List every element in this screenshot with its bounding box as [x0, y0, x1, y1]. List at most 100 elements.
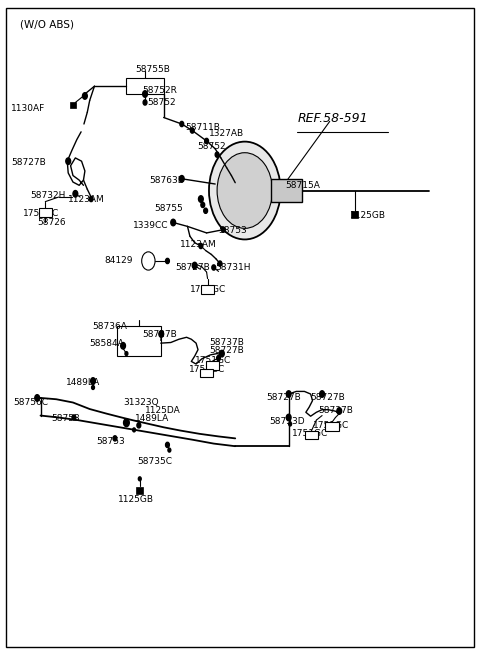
Text: 58755: 58755	[154, 204, 183, 213]
Text: 1125GB: 1125GB	[350, 211, 386, 220]
Circle shape	[192, 262, 197, 269]
Circle shape	[123, 419, 129, 426]
Text: (W/O ABS): (W/O ABS)	[21, 19, 74, 29]
Text: 58752: 58752	[147, 98, 176, 107]
Text: 58763B: 58763B	[149, 176, 184, 185]
Circle shape	[286, 391, 291, 398]
Circle shape	[143, 91, 147, 97]
Circle shape	[212, 265, 216, 270]
Text: 58727B: 58727B	[176, 263, 210, 272]
Circle shape	[137, 422, 141, 428]
Text: 1130AF: 1130AF	[11, 104, 45, 113]
Text: 58737B: 58737B	[209, 338, 244, 347]
Bar	[206, 361, 219, 369]
Bar	[351, 212, 358, 218]
Circle shape	[166, 258, 169, 263]
Circle shape	[191, 128, 194, 133]
Text: 58753: 58753	[218, 227, 247, 235]
Bar	[117, 326, 161, 356]
Bar	[201, 286, 214, 294]
Bar	[126, 79, 164, 94]
Circle shape	[180, 176, 184, 182]
Text: 58715A: 58715A	[285, 181, 320, 190]
Text: 58727B: 58727B	[142, 329, 177, 339]
Circle shape	[180, 121, 184, 126]
Text: 58735C: 58735C	[137, 457, 172, 466]
Text: 58584A: 58584A	[90, 339, 124, 348]
Text: 1751GC: 1751GC	[195, 356, 231, 365]
Text: 58736A: 58736A	[92, 322, 127, 331]
Text: 1751GC: 1751GC	[23, 209, 59, 218]
Text: 31323Q: 31323Q	[123, 398, 159, 407]
Text: 58727B: 58727B	[209, 346, 244, 356]
Circle shape	[218, 261, 222, 266]
Circle shape	[217, 153, 273, 229]
Circle shape	[171, 219, 176, 226]
Text: 1751GC: 1751GC	[312, 421, 349, 430]
Circle shape	[221, 227, 225, 233]
Text: 84129: 84129	[104, 257, 132, 265]
Text: 1123AM: 1123AM	[68, 195, 105, 204]
Circle shape	[159, 331, 164, 337]
Circle shape	[125, 352, 128, 356]
Text: 1751GC: 1751GC	[189, 365, 225, 374]
Text: 58755B: 58755B	[135, 66, 170, 75]
Circle shape	[113, 436, 117, 441]
Circle shape	[120, 343, 125, 349]
Bar	[200, 369, 213, 377]
Circle shape	[288, 422, 291, 426]
Circle shape	[286, 414, 291, 421]
Circle shape	[204, 208, 207, 214]
Text: 1751GC: 1751GC	[291, 429, 328, 438]
Text: REF.58-591: REF.58-591	[297, 112, 368, 125]
Circle shape	[138, 477, 141, 481]
Circle shape	[91, 378, 96, 384]
Circle shape	[143, 100, 147, 105]
Text: 58726: 58726	[37, 218, 66, 227]
Circle shape	[204, 138, 208, 143]
Text: 58752R: 58752R	[142, 86, 177, 95]
Circle shape	[201, 202, 204, 208]
Circle shape	[168, 448, 171, 452]
Circle shape	[66, 158, 71, 164]
Bar	[38, 208, 52, 217]
Circle shape	[89, 196, 93, 202]
Text: 58753: 58753	[51, 415, 80, 423]
Text: 1489LA: 1489LA	[66, 379, 100, 388]
Text: 58711B: 58711B	[185, 123, 220, 132]
Circle shape	[337, 407, 342, 414]
Text: 58727B: 58727B	[266, 393, 301, 402]
Circle shape	[219, 350, 224, 357]
Text: 58737B: 58737B	[319, 406, 354, 415]
Text: 58756C: 58756C	[13, 398, 48, 407]
Circle shape	[216, 356, 220, 361]
Circle shape	[215, 152, 219, 157]
Circle shape	[199, 196, 203, 202]
Circle shape	[73, 191, 78, 197]
Circle shape	[92, 386, 95, 390]
Text: 1123AM: 1123AM	[180, 240, 217, 249]
Circle shape	[72, 415, 76, 420]
Bar	[271, 179, 302, 202]
Text: 58752: 58752	[197, 141, 226, 151]
Bar	[136, 487, 143, 494]
Text: 1125GB: 1125GB	[118, 495, 154, 504]
Text: 1327AB: 1327AB	[209, 128, 244, 138]
Text: 58753D: 58753D	[270, 417, 305, 426]
Bar	[70, 102, 76, 108]
Bar	[305, 431, 318, 440]
Circle shape	[83, 93, 87, 99]
Circle shape	[320, 391, 324, 398]
Circle shape	[132, 428, 135, 432]
Text: 58727B: 58727B	[311, 393, 346, 402]
Bar	[325, 422, 339, 431]
Text: 1751GC: 1751GC	[190, 285, 226, 294]
Text: 1339CC: 1339CC	[132, 221, 168, 231]
Text: 58753: 58753	[96, 437, 125, 446]
Circle shape	[209, 141, 281, 240]
Text: 58732H: 58732H	[30, 191, 65, 200]
Text: 58727B: 58727B	[11, 158, 46, 167]
Text: 1489LA: 1489LA	[135, 415, 169, 423]
Text: 1125DA: 1125DA	[144, 406, 180, 415]
Text: 58731H: 58731H	[215, 263, 251, 272]
